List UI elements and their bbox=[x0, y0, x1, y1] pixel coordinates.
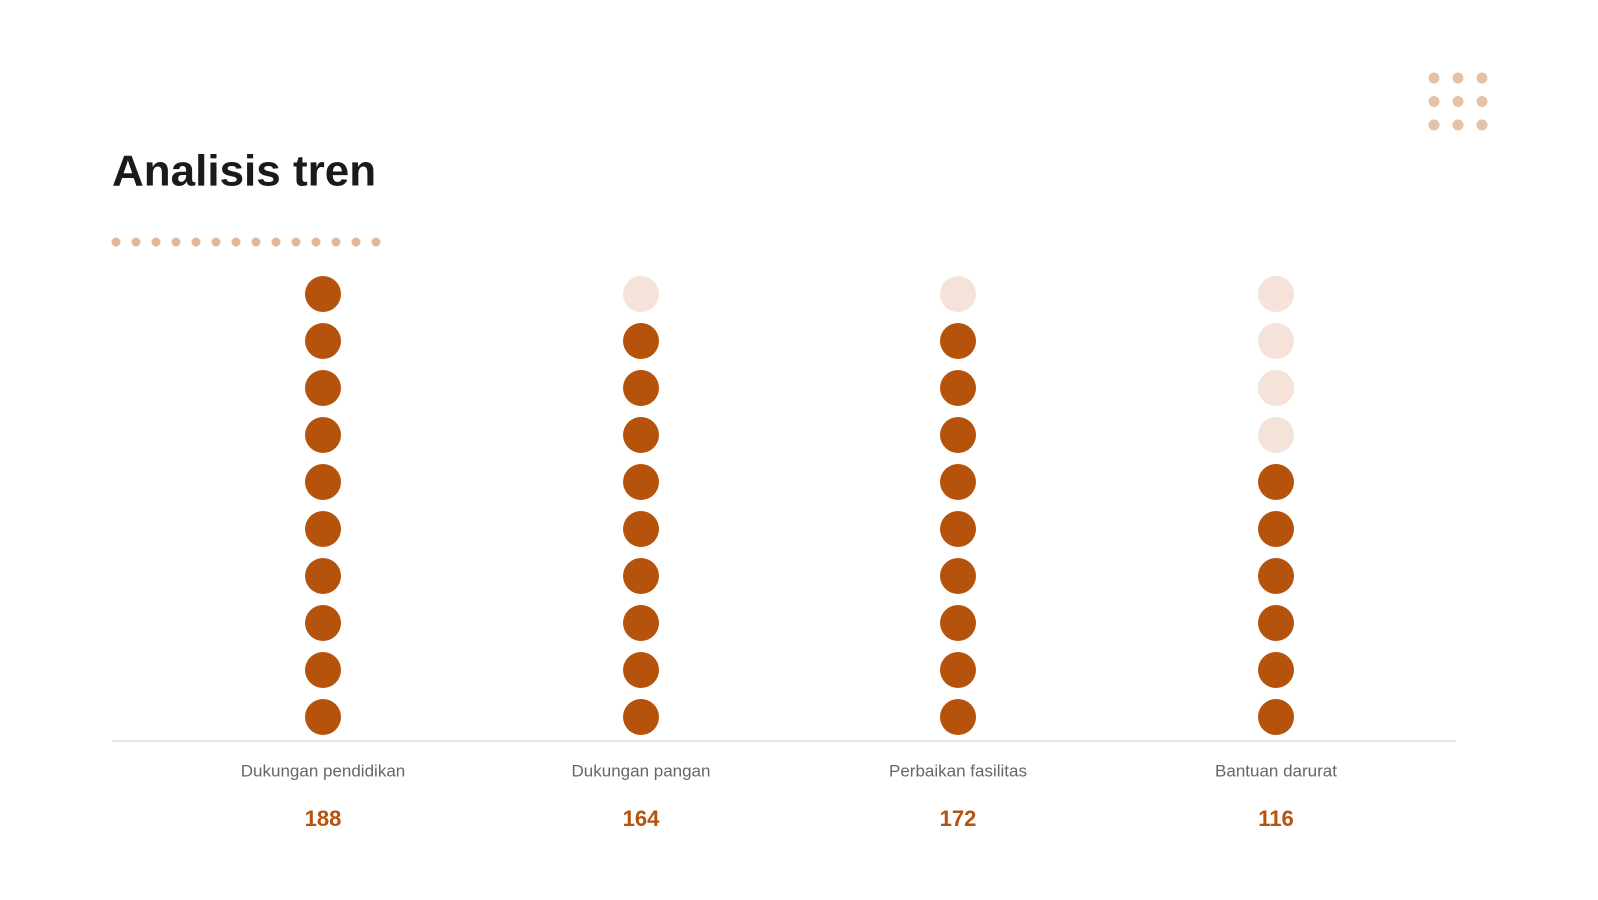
category-label: Dukungan pendidikan bbox=[241, 761, 405, 780]
dot-filled bbox=[940, 323, 976, 359]
dot-filled bbox=[623, 699, 659, 735]
deco-dot bbox=[1428, 96, 1440, 107]
dot-filled bbox=[305, 511, 341, 547]
dot-filled bbox=[623, 370, 659, 406]
category-label: Perbaikan fasilitas bbox=[889, 761, 1027, 780]
dot-filled bbox=[623, 464, 659, 500]
deco-dot bbox=[191, 237, 201, 247]
dot-filled bbox=[305, 699, 341, 735]
deco-dot bbox=[231, 237, 241, 247]
deco-dot bbox=[211, 237, 221, 247]
dot-filled bbox=[940, 652, 976, 688]
deco-dot bbox=[271, 237, 281, 247]
dot-column bbox=[623, 276, 659, 735]
dot-filled bbox=[305, 605, 341, 641]
dot-filled bbox=[305, 558, 341, 594]
decoration bbox=[111, 72, 1488, 247]
deco-dot bbox=[1476, 96, 1488, 107]
deco-dot bbox=[1476, 72, 1488, 84]
dot-filled bbox=[623, 605, 659, 641]
dot-filled bbox=[305, 370, 341, 406]
dot-empty bbox=[623, 276, 659, 312]
dot-filled bbox=[305, 417, 341, 453]
deco-dot bbox=[151, 237, 161, 247]
dot-empty bbox=[940, 276, 976, 312]
dot-column bbox=[1258, 276, 1294, 735]
dot-filled bbox=[305, 276, 341, 312]
deco-dot bbox=[171, 237, 181, 247]
dot-filled bbox=[305, 652, 341, 688]
deco-dot bbox=[1476, 119, 1488, 131]
deco-dot bbox=[311, 237, 321, 247]
dot-filled bbox=[940, 699, 976, 735]
dot-filled bbox=[1258, 464, 1294, 500]
dot-filled bbox=[1258, 699, 1294, 735]
dot-empty bbox=[1258, 323, 1294, 359]
dot-filled bbox=[623, 323, 659, 359]
dot-filled bbox=[940, 605, 976, 641]
value-label: 172 bbox=[940, 806, 977, 831]
deco-dot bbox=[251, 237, 261, 247]
deco-dot bbox=[1452, 119, 1464, 131]
dot-filled bbox=[940, 511, 976, 547]
deco-dot bbox=[1452, 96, 1464, 107]
deco-dot bbox=[291, 237, 301, 247]
dot-empty bbox=[1258, 370, 1294, 406]
dot-filled bbox=[940, 370, 976, 406]
dot-empty bbox=[1258, 276, 1294, 312]
dot-filled bbox=[1258, 558, 1294, 594]
dot-filled bbox=[623, 511, 659, 547]
deco-dot bbox=[1428, 119, 1440, 131]
dot-filled bbox=[1258, 605, 1294, 641]
dot-filled bbox=[1258, 652, 1294, 688]
dot-filled bbox=[940, 464, 976, 500]
deco-dot bbox=[351, 237, 361, 247]
dot-filled bbox=[940, 417, 976, 453]
deco-dot bbox=[1428, 72, 1440, 84]
dot-filled bbox=[940, 558, 976, 594]
deco-dot bbox=[1452, 72, 1464, 84]
dot-filled bbox=[305, 464, 341, 500]
chart-title: Analisis tren bbox=[112, 147, 376, 196]
deco-dot bbox=[331, 237, 341, 247]
dot-filled bbox=[1258, 511, 1294, 547]
category-label: Dukungan pangan bbox=[572, 761, 711, 780]
dot-filled bbox=[623, 558, 659, 594]
deco-dot bbox=[371, 237, 381, 247]
deco-dot bbox=[111, 237, 121, 247]
dot-column bbox=[305, 276, 341, 735]
dot-filled bbox=[305, 323, 341, 359]
dot-empty bbox=[1258, 417, 1294, 453]
deco-dot bbox=[131, 237, 141, 247]
dot-column bbox=[940, 276, 976, 735]
value-label: 116 bbox=[1258, 806, 1294, 831]
dot-filled bbox=[623, 417, 659, 453]
value-label: 164 bbox=[623, 806, 660, 831]
dot-filled bbox=[623, 652, 659, 688]
category-label: Bantuan darurat bbox=[1215, 761, 1337, 780]
value-label: 188 bbox=[305, 806, 342, 831]
